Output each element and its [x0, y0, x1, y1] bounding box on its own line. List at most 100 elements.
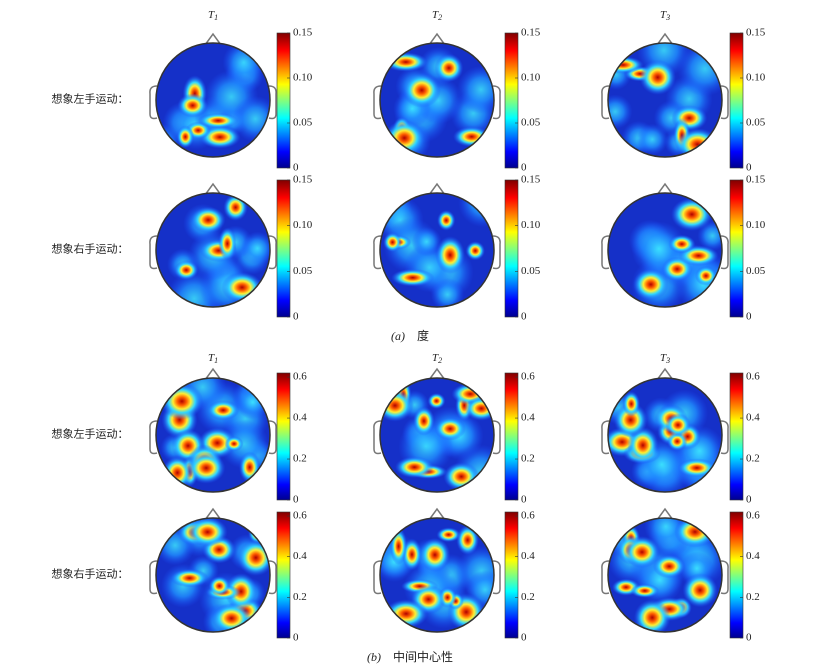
- map-blob: [632, 268, 669, 301]
- nose: [204, 182, 222, 196]
- colorbar: [504, 32, 519, 169]
- map-blob: [436, 527, 461, 543]
- colorbar-tick-label: 0.10: [293, 72, 313, 84]
- nose: [428, 507, 446, 521]
- column-title: T2: [432, 9, 442, 22]
- nose: [656, 182, 674, 196]
- map-blob: [383, 232, 402, 253]
- colorbar-tick-label: 0.15: [746, 27, 766, 39]
- ear: [720, 560, 729, 595]
- topomap: [608, 193, 722, 307]
- map-patch: [636, 123, 669, 156]
- topomap: [608, 43, 722, 157]
- head-outline: [607, 192, 723, 308]
- nose: [428, 32, 446, 46]
- colorbar-tick-label: 0: [293, 162, 299, 174]
- title-sub: 3: [665, 356, 670, 365]
- map-blob: [682, 573, 718, 608]
- caption-label: (b): [367, 650, 381, 664]
- head-outline: [607, 517, 723, 633]
- colorbar-tick-label: 0: [746, 494, 752, 506]
- map-blob: [695, 265, 717, 286]
- colorbar-tick-label: 0: [293, 494, 299, 506]
- map-blob: [434, 417, 466, 441]
- title-main: T: [660, 352, 667, 364]
- ear: [492, 420, 501, 455]
- map-patch: [608, 94, 633, 129]
- caption-text: 中间中心性: [393, 649, 453, 664]
- ear: [149, 420, 158, 455]
- colorbar-tick-label: 0: [746, 311, 752, 323]
- colorbar: [504, 511, 519, 639]
- column-title: T3: [660, 9, 670, 22]
- colorbar-tick-label: 0: [521, 632, 527, 644]
- map-blob: [434, 53, 464, 83]
- topomap: [380, 378, 494, 492]
- map-patch: [411, 226, 442, 257]
- map-patch: [240, 231, 270, 265]
- map-blob: [623, 536, 661, 569]
- nose: [656, 367, 674, 381]
- topomap: [380, 518, 494, 632]
- row-label: 想象左手运动：: [52, 427, 129, 441]
- column-title: T3: [660, 352, 670, 365]
- colorbar-tick-label: 0.15: [293, 27, 313, 39]
- colorbar-tick-label: 0.6: [521, 510, 535, 522]
- colorbar-tick-label: 0: [293, 632, 299, 644]
- ear: [373, 235, 382, 270]
- ear: [268, 235, 277, 270]
- map-blob: [395, 456, 434, 478]
- ear: [720, 235, 729, 270]
- colorbar: [504, 372, 519, 501]
- map-blob: [652, 554, 686, 579]
- map-blob: [176, 125, 195, 149]
- nose: [204, 367, 222, 381]
- head-outline: [379, 192, 495, 308]
- nose: [428, 182, 446, 196]
- colorbar-tick-label: 0.2: [293, 591, 307, 603]
- colorbar: [729, 32, 744, 169]
- colorbar-tick-label: 0: [746, 162, 752, 174]
- map-blob: [668, 234, 696, 254]
- colorbar: [276, 372, 291, 501]
- colorbar-tick-label: 0.4: [293, 550, 307, 562]
- colorbar-tick-label: 0.05: [293, 117, 313, 129]
- ear: [601, 235, 610, 270]
- map-blob: [437, 210, 456, 231]
- title-main: T: [432, 9, 439, 21]
- ear: [268, 560, 277, 595]
- topomap: [156, 43, 270, 157]
- head-outline: [607, 42, 723, 158]
- title-sub: 3: [665, 13, 670, 22]
- row-label: 想象右手运动：: [52, 567, 129, 581]
- title-sub: 2: [438, 356, 442, 365]
- map-blob: [237, 539, 270, 576]
- map-blob: [427, 393, 446, 409]
- topomap: [156, 193, 270, 307]
- map-blob: [677, 458, 717, 478]
- title-sub: 1: [214, 356, 218, 365]
- ear: [601, 560, 610, 595]
- colorbar-tick-label: 0.4: [521, 550, 535, 562]
- colorbar-tick-label: 0.05: [521, 117, 541, 129]
- colorbar-tick-label: 0.6: [521, 371, 535, 383]
- colorbar: [276, 179, 291, 318]
- head-outline: [607, 377, 723, 493]
- colorbar-tick-label: 0.15: [293, 174, 313, 186]
- colorbar: [276, 511, 291, 639]
- colorbar-tick-label: 0.2: [521, 453, 535, 465]
- map-blob: [456, 525, 480, 556]
- colorbar-tick-label: 0.6: [746, 371, 760, 383]
- map-blob: [630, 583, 660, 598]
- colorbar-tick-label: 0: [521, 494, 527, 506]
- colorbar: [729, 372, 744, 501]
- map-patch: [457, 65, 494, 114]
- map-blob: [207, 400, 240, 421]
- title-main: T: [208, 9, 215, 21]
- colorbar-tick-label: 0.6: [293, 510, 307, 522]
- ear: [268, 420, 277, 455]
- map-blob: [665, 413, 691, 437]
- colorbar-tick-label: 0.10: [746, 219, 766, 231]
- map-patch: [677, 43, 722, 97]
- map-blob: [639, 59, 676, 95]
